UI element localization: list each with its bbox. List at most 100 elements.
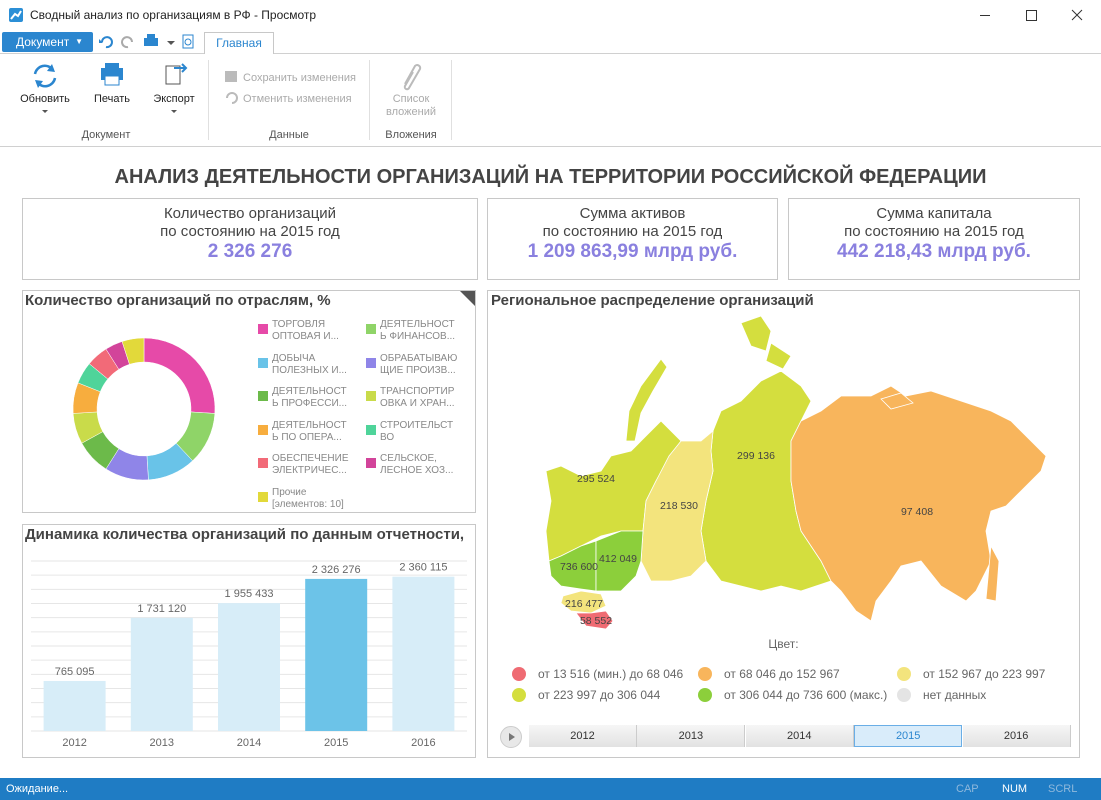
bar [305, 578, 368, 731]
year-button[interactable]: 2015 [854, 725, 963, 747]
kpi-value: 2 326 276 [207, 241, 293, 262]
status-indicator: NUM [1002, 783, 1028, 795]
legend-swatch [366, 424, 376, 435]
donut-chart [72, 337, 216, 481]
dashboard-title: АНАЛИЗ ДЕЯТЕЛЬНОСТИ ОРГАНИЗАЦИЙ НА ТЕРРИ… [114, 166, 987, 188]
play-icon [509, 733, 515, 741]
map-region [575, 610, 614, 630]
map-panel: Региональное распределение организаций Ц… [487, 290, 1080, 758]
legend-dot [698, 688, 712, 702]
document-menu[interactable]: Документ ▼ [2, 32, 93, 52]
year-button[interactable]: 2014 [745, 725, 854, 747]
year-button[interactable]: 2016 [962, 725, 1071, 747]
bar-chart: 765 095 2012 1 731 120 2013 1 955 433 2014 2 3… [31, 560, 467, 749]
map-region [880, 392, 914, 410]
legend-label: ОБРАБАТЫВАЮ ЩИЕ ПРОИЗВ... [380, 352, 458, 376]
legend-label: от 152 967 до 223 997 [923, 667, 1046, 681]
app-icon [9, 8, 23, 22]
kpi-label: Сумма капитала [876, 205, 992, 222]
kpi-sublabel: по состоянию на 2015 год [160, 223, 340, 240]
map-region [595, 530, 644, 592]
map-region [790, 385, 1047, 622]
kpi-sublabel: по состоянию на 2015 год [542, 223, 723, 240]
legend-swatch [258, 458, 268, 468]
legend-dot [897, 688, 911, 702]
quick-access[interactable] [97, 33, 197, 51]
legend-label: ДОБЫЧА ПОЛЕЗНЫХ И... [272, 352, 347, 376]
legend-label: нет данных [923, 688, 987, 702]
map-region [560, 590, 607, 614]
legend-dot [897, 667, 911, 681]
legend-label: ДЕЯТЕЛЬНОСТ Ь ПРОФЕССИ... [272, 386, 347, 409]
kpi-card: Сумма капитала по состоянию на 2015 год 44… [788, 198, 1080, 280]
legend-dot [698, 667, 712, 681]
kpi-label: Количество организаций [163, 205, 337, 222]
legend-label: Прочие [элементов: 10] [272, 486, 344, 510]
button-export[interactable]: Экспорт [153, 93, 195, 105]
panel-title: Региональное распределение организаций [491, 292, 814, 309]
legend-swatch [366, 391, 376, 401]
button-cancel[interactable]: Отменить изменения [243, 93, 352, 105]
status-indicator: CAP [956, 783, 979, 795]
button-refresh[interactable]: Обновить [20, 93, 70, 105]
x-tick-label: 2013 [150, 737, 174, 749]
bar [392, 576, 455, 731]
bar [43, 680, 106, 731]
value-label: 2 326 276 [312, 564, 361, 576]
map-region [765, 342, 792, 370]
panel-title: Количество организаций по отраслям, % [25, 292, 331, 309]
document-menu-label: Документ [16, 35, 70, 49]
region-label: 299 136 [737, 450, 775, 462]
map-region [625, 358, 668, 442]
legend-label: СЕЛЬСКОЕ, ЛЕСНОЕ ХОЗ... [380, 453, 454, 476]
bar [218, 603, 280, 731]
value-label: 765 095 [55, 666, 95, 678]
legend-swatch [258, 491, 268, 502]
play-button[interactable] [500, 726, 522, 748]
region-label: 412 049 [599, 553, 637, 565]
status-text: Ожидание... [6, 783, 69, 795]
window-controls[interactable] [960, 0, 1101, 31]
button-attachments[interactable]: Список вложений [386, 93, 436, 118]
bar-panel: Динамика количества организаций по данны… [22, 524, 476, 758]
map-region [740, 315, 772, 352]
legend-label: ДЕЯТЕЛЬНОСТ Ь ПО ОПЕРА... [272, 419, 347, 443]
x-tick-label: 2014 [237, 737, 261, 749]
legend-label: ОБЕСПЕЧЕНИЕ ЭЛЕКТРИЧЕС... [272, 453, 349, 476]
status-indicator: SCRL [1048, 783, 1078, 795]
legend-dot [512, 667, 526, 681]
donut-panel: Количество организаций по отраслям, % ТО… [22, 290, 476, 513]
legend-swatch [258, 324, 268, 334]
legend-title: Цвет: [768, 637, 799, 651]
legend-label: от 13 516 (мин.) до 68 046 [538, 667, 684, 681]
year-button[interactable]: 2013 [637, 725, 746, 747]
status-bar: Ожидание... CAP NUM SCRL [0, 778, 1101, 800]
ribbon: Обновить Печать Экспорт Сохранить измене… [0, 54, 1101, 147]
year-button[interactable]: 2012 [529, 725, 637, 747]
region-label: 295 524 [577, 473, 615, 485]
button-print[interactable]: Печать [93, 93, 131, 105]
legend-swatch [366, 458, 376, 468]
tab-row: Документ ▼ Главная [0, 31, 1101, 54]
x-tick-label: 2012 [62, 737, 86, 749]
panel-corner [460, 291, 475, 306]
x-tick-label: 2015 [324, 737, 348, 749]
legend-swatch [366, 324, 376, 334]
donut-slice [143, 337, 216, 414]
legend-swatch [258, 357, 268, 368]
button-save[interactable]: Сохранить изменения [243, 72, 356, 84]
group-label: Вложения [385, 129, 437, 141]
x-tick-label: 2016 [411, 737, 435, 749]
group-label: Данные [269, 129, 309, 141]
legend-swatch [258, 424, 268, 435]
value-label: 1 955 433 [225, 588, 274, 600]
legend-label: от 306 044 до 736 600 (макс.) [724, 688, 888, 702]
title-bar: Сводный анализ по организациям в РФ - Пр… [0, 0, 1101, 31]
panel-title: Динамика количества организаций по данны… [25, 526, 465, 543]
region-label: 218 530 [660, 500, 698, 512]
region-label: 97 408 [901, 506, 933, 518]
region-label: 216 477 [565, 598, 603, 610]
ribbon-tab[interactable]: Главная [204, 32, 274, 54]
